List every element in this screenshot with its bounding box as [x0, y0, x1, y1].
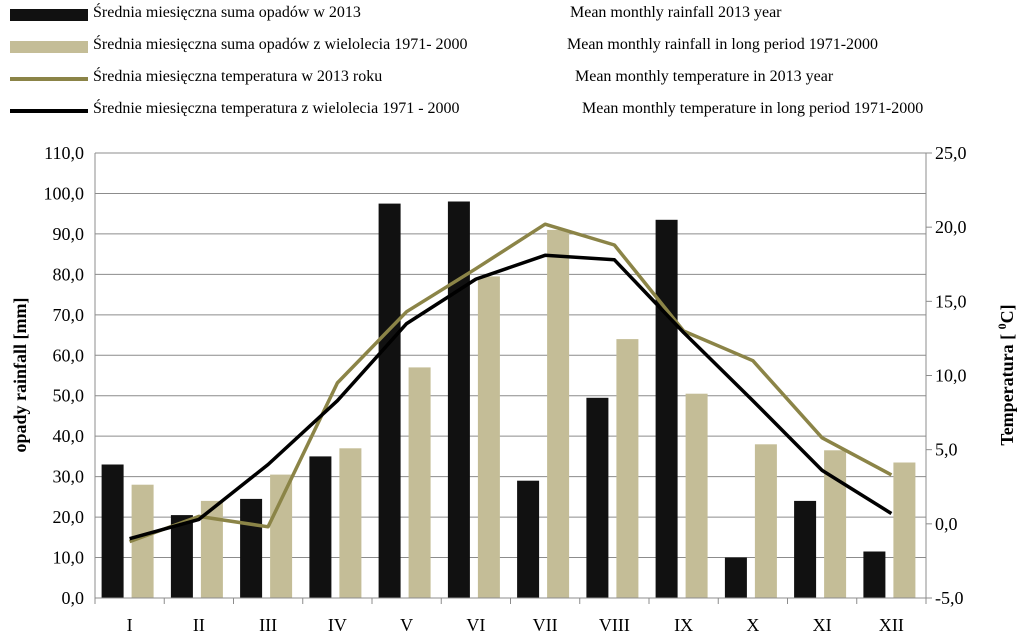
rainfall-longterm-bar: [477, 276, 500, 598]
legend-item: Średnia miesięczna temperatura w 2013 ro…: [10, 67, 1010, 91]
rainfall-longterm-bar: [547, 229, 570, 598]
rainfall-longterm-bar: [339, 448, 362, 598]
legend-label-en: Mean monthly temperature in long period …: [582, 100, 924, 117]
y2-tick-label: 5,0: [935, 440, 958, 460]
y-tick-label: 30,0: [53, 467, 85, 487]
x-tick-label: IX: [674, 615, 693, 635]
y2-tick-label: 15,0: [935, 291, 967, 311]
rainfall-2013-bar: [240, 498, 263, 598]
rainfall-longterm-bar: [616, 339, 639, 598]
x-tick-label: VIII: [599, 615, 630, 635]
legend-item: Średnia miesięczna suma opadów w 2013 Mea…: [10, 3, 1010, 27]
chart-legend: Średnia miesięczna suma opadów w 2013 Mea…: [0, 0, 1023, 130]
temperature-longterm-line: [129, 253, 893, 541]
y-tick-label: 110,0: [44, 143, 84, 163]
y-tick-label: 70,0: [53, 305, 85, 325]
x-tick-label: III: [259, 615, 277, 635]
y2-tick-label: 25,0: [935, 143, 967, 163]
legend-label-en: Mean monthly rainfall 2013 year: [570, 4, 782, 21]
x-tick-label: VI: [466, 615, 485, 635]
legend-item: Średnia miesięczna suma opadów z wielole…: [10, 35, 1010, 59]
rainfall-2013-bar: [517, 480, 540, 598]
y-tick-label: 40,0: [53, 426, 85, 446]
legend-swatch: [10, 9, 88, 21]
x-tick-label: X: [746, 615, 759, 635]
rainfall-2013-bar: [863, 551, 886, 598]
rainfall-2013-bar: [586, 397, 609, 599]
rainfall-longterm-bar: [893, 462, 916, 598]
legend-swatch: [10, 77, 88, 81]
rainfall-longterm-bar: [685, 393, 708, 598]
x-tick-label: IV: [328, 615, 347, 635]
x-tick-label: XI: [813, 615, 832, 635]
rainfall-2013-bar: [724, 557, 747, 598]
rainfall-2013-bar: [794, 500, 817, 598]
legend-swatch: [10, 109, 88, 113]
y-tick-label: 50,0: [53, 386, 85, 406]
rainfall-longterm-bar: [131, 484, 154, 598]
legend-label-pl: Średnia miesięczna temperatura w 2013 ro…: [93, 68, 383, 85]
x-tick-label: I: [127, 615, 133, 635]
rainfall-longterm-bar: [270, 474, 293, 598]
y-tick-label: 0,0: [62, 588, 85, 608]
legend-label-pl: Średnia miesięczna suma opadów z wielole…: [93, 36, 468, 53]
rainfall-2013-bar: [655, 219, 678, 599]
y-tick-label: 80,0: [53, 264, 85, 284]
gridlines: [95, 152, 926, 559]
rainfall-2013-bar: [378, 203, 401, 598]
x-tick-label: V: [400, 615, 413, 635]
bar-series: [101, 201, 916, 599]
rainfall-longterm-bar: [200, 500, 223, 598]
tick-labels: 0,0 10,0 20,0 30,0 40,0 50,0 60,0 70,0 80,0 90,0 1…: [44, 143, 967, 635]
rainfall-longterm-bar: [824, 450, 847, 598]
y2-tick-label: 20,0: [935, 217, 967, 237]
legend-label-en: Mean monthly temperature in 2013 year: [575, 68, 834, 85]
y-tick-label: 100,0: [44, 183, 85, 203]
legend-label-pl: Średnie miesięczna temperatura z wielole…: [93, 100, 460, 117]
line-series: [129, 222, 893, 544]
legend-label-pl: Średnia miesięczna suma opadów w 2013: [93, 4, 361, 21]
x-tick-label: XII: [879, 615, 904, 635]
legend-swatch: [10, 41, 88, 53]
legend-label-en: Mean monthly rainfall in long period 197…: [567, 36, 879, 53]
x-tick-label: II: [193, 615, 205, 635]
y-axis-title: opady rainfall [mm]: [10, 298, 30, 453]
y2-axis-title: Temperatura [ 0C]: [995, 304, 1017, 445]
x-tick-label: VII: [533, 615, 558, 635]
y2-tick-label: 0,0: [935, 514, 958, 534]
rainfall-2013-bar: [170, 515, 193, 598]
axes: [94, 152, 932, 604]
rainfall-2013-bar: [447, 201, 470, 598]
y2-tick-label: 10,0: [935, 366, 967, 386]
rainfall-2013-bar: [309, 456, 332, 598]
y-tick-label: 60,0: [53, 345, 85, 365]
rainfall-longterm-bar: [754, 444, 777, 598]
rainfall-longterm-bar: [408, 367, 431, 598]
y2-tick-label: -5,0: [935, 588, 964, 608]
legend-item: Średnie miesięczna temperatura z wielole…: [10, 99, 1010, 123]
y-tick-label: 20,0: [53, 507, 85, 527]
temperature-2013-line: [129, 222, 893, 544]
y-tick-label: 90,0: [53, 224, 85, 244]
y-tick-label: 10,0: [53, 548, 85, 568]
rainfall-2013-bar: [101, 464, 124, 598]
